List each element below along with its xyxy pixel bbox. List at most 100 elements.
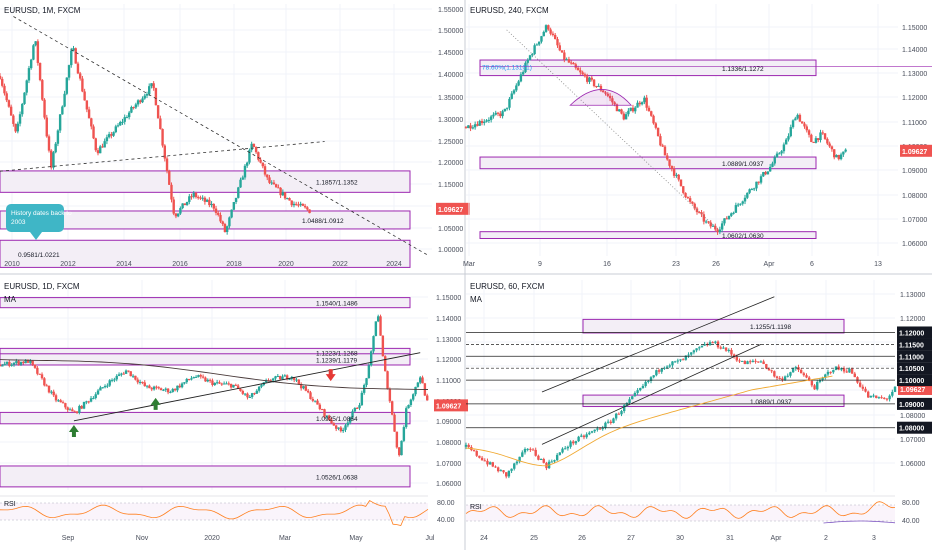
trendline[interactable] [13,16,430,257]
zone-box[interactable] [0,170,411,193]
candle [276,376,280,378]
candle [56,130,60,144]
fib-line[interactable] [506,29,718,230]
zone-box[interactable] [0,465,411,488]
price-label: 1.09627 [438,207,463,214]
chart-panel-hourly[interactable]: EURUSD, 60, FXCM MA 1.13000 1.12000 1.11000 1… [464,280,932,542]
candle [577,436,580,442]
trendline[interactable] [73,352,421,422]
y-tick-label: 1.05000 [438,226,463,233]
rsi-line [0,499,429,526]
candle [188,196,191,202]
candle [90,118,93,127]
candle [295,203,298,205]
candle [87,401,90,403]
zone-box[interactable] [582,318,845,334]
candle [766,171,770,175]
candle [544,25,548,32]
candle [606,421,610,423]
candle [695,348,698,351]
candle [113,379,116,381]
candle [475,450,478,456]
candle [234,384,237,386]
candle [684,192,687,198]
candle [400,440,403,456]
candle [829,371,832,373]
candle [631,107,635,112]
channel-line[interactable] [541,296,775,393]
candle [192,192,195,197]
candle [679,359,682,361]
candle [824,374,827,378]
candle [828,143,831,147]
chart-panel-monthly[interactable]: EURUSD, 1M, FXCM 1.55000 1.50000 1.45000 1.4… [0,4,470,268]
arc-shape[interactable] [569,89,633,106]
y-tick-label: 1.50000 [438,28,463,35]
candle [143,382,146,387]
candle [624,114,628,120]
candle [821,132,824,134]
chart-title: EURUSD, 240, FXCM [470,6,549,15]
candle [604,422,607,428]
candle [426,395,429,401]
candle [402,427,406,441]
candle [565,59,568,61]
candle [183,203,187,206]
candle [130,107,133,113]
candle [279,187,282,196]
zone-box[interactable] [0,353,411,366]
candle [581,72,584,75]
zone-box[interactable] [0,411,411,425]
candle [507,470,511,477]
channel-line[interactable] [541,344,762,445]
price-badge [434,399,468,412]
y-tick-label: 1.12000 [900,316,925,323]
candle [469,125,472,129]
candle [254,146,258,153]
x-tick-label: 25 [530,535,538,542]
candle [17,361,20,365]
zone-box[interactable] [0,210,411,230]
candle [38,373,41,375]
candle [23,92,26,104]
candle [266,174,269,178]
candle [50,391,53,393]
chart-panel-4h[interactable]: EURUSD, 240, FXCM 1.15000 1.14000 1.13000 1.… [463,4,932,268]
level-label: 1.10500 [899,366,924,373]
candle [374,321,378,337]
candle [57,400,60,402]
candle [185,378,188,383]
candle [767,368,771,371]
candle [644,381,647,386]
candle [661,145,664,147]
zone-box[interactable] [0,297,411,309]
candle [818,379,822,382]
zone-box[interactable] [479,59,817,77]
candle [334,425,338,429]
x-tick-label: 23 [672,261,680,268]
candle [483,460,486,462]
x-tick-label: 2 [824,535,828,542]
trendline[interactable] [0,141,325,172]
candle [92,126,95,139]
candle [264,380,268,383]
candle [78,73,82,79]
candle [136,100,140,105]
candle [12,115,15,124]
candle [743,197,747,202]
chart-panel-daily[interactable]: EURUSD, 1D, FXCM MA 1.15000 1.14000 1.13000 1… [0,280,468,542]
candle [99,146,102,154]
zone-label: 1.1540/1.1486 [316,301,358,308]
candle [492,114,495,117]
zone-box[interactable] [479,231,817,239]
candle [215,382,219,384]
candle [290,200,293,206]
zone-box[interactable] [0,239,411,268]
candle [593,429,596,432]
zone-box[interactable] [479,156,817,170]
candle [246,162,249,166]
candle [494,112,497,115]
candle [609,421,612,423]
candle [162,389,165,391]
candle [332,423,336,426]
